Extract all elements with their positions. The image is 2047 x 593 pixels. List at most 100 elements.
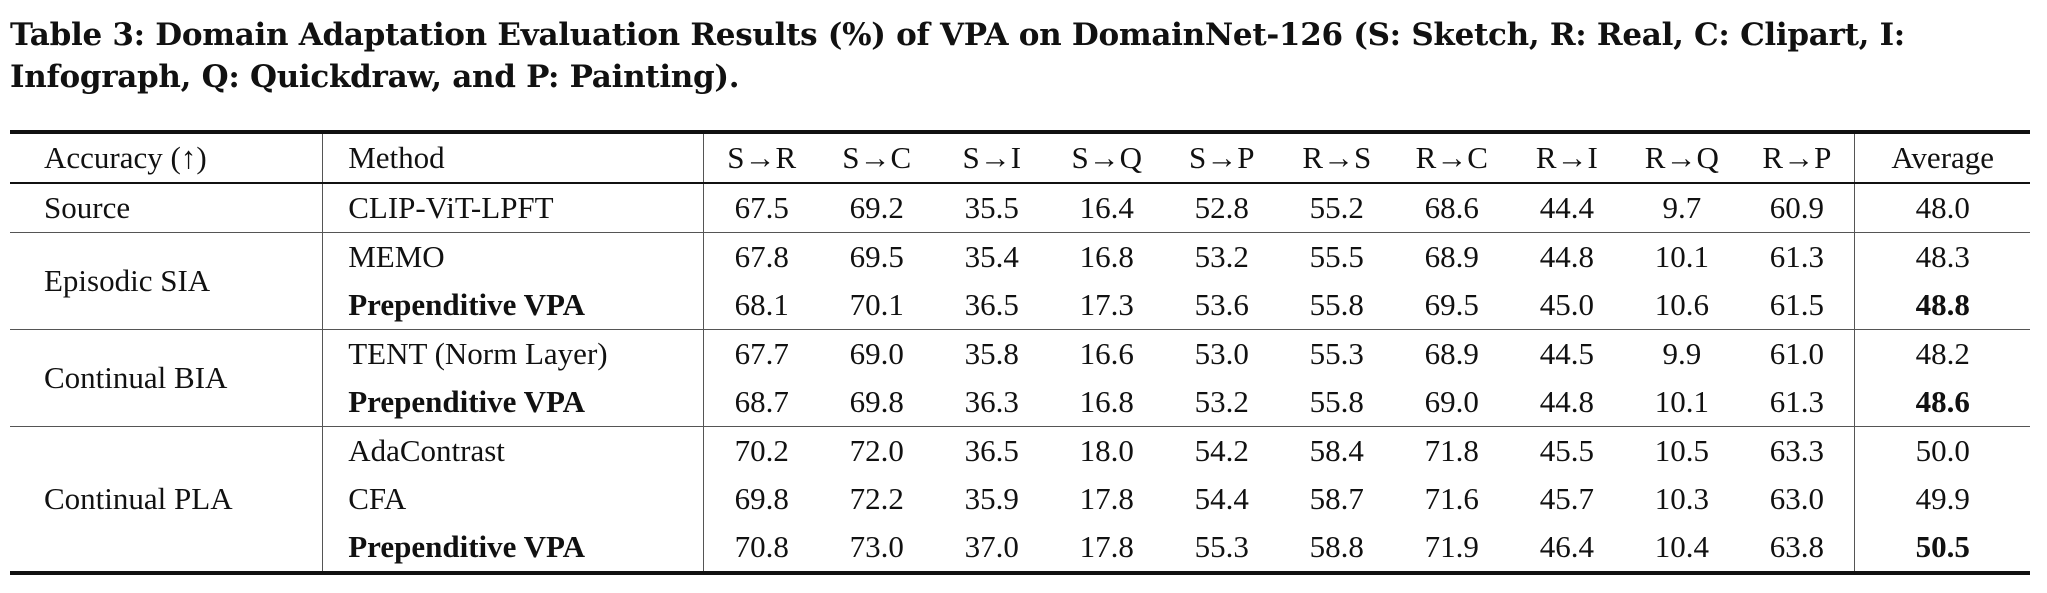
table-row: Prependitive VPA 68.7 69.8 36.3 16.8 53.… — [10, 378, 2030, 427]
cell-value: 53.0 — [1194, 336, 1249, 371]
group-source: Source CLIP-ViT-LPFT 67.5 69.2 35.5 16.4… — [10, 183, 2030, 233]
cell-value: 16.8 — [1079, 239, 1134, 274]
cell-value: 69.5 — [849, 239, 904, 274]
cell-value: 35.8 — [964, 336, 1019, 371]
cell-value: 69.2 — [849, 190, 904, 225]
cell-value: 17.3 — [1079, 287, 1134, 322]
cell-value: 63.3 — [1769, 433, 1824, 468]
cell-value: 44.4 — [1539, 190, 1594, 225]
cell-value: 69.0 — [1424, 384, 1479, 419]
cell-value: 17.8 — [1079, 481, 1134, 516]
cell-value: 10.1 — [1654, 239, 1709, 274]
cell-value: 58.8 — [1309, 529, 1364, 564]
cell-value: 9.9 — [1662, 336, 1702, 371]
cell-value: 61.3 — [1769, 384, 1824, 419]
cell-average: 48.3 — [1854, 232, 2030, 281]
cell-value: 53.2 — [1194, 384, 1249, 419]
header-s-i: S→I — [962, 140, 1022, 175]
cell-value: 58.4 — [1309, 433, 1364, 468]
cell-value: 73.0 — [849, 529, 904, 564]
cell-value: 53.2 — [1194, 239, 1249, 274]
header-method: Method — [322, 132, 705, 183]
cell-value: 10.3 — [1654, 481, 1709, 516]
cell-value: 16.4 — [1079, 190, 1134, 225]
cell-value: 58.7 — [1309, 481, 1364, 516]
cell-value: 71.6 — [1424, 481, 1479, 516]
method-name: Prependitive VPA — [322, 523, 705, 573]
cell-average: 49.9 — [1854, 475, 2030, 523]
cell-value: 52.8 — [1194, 190, 1249, 225]
cell-value: 55.5 — [1309, 239, 1364, 274]
cell-value: 61.5 — [1769, 287, 1824, 322]
cell-average: 50.0 — [1854, 426, 2030, 475]
table-row: Source CLIP-ViT-LPFT 67.5 69.2 35.5 16.4… — [10, 183, 2030, 233]
cell-value: 36.5 — [964, 287, 1019, 322]
header-s-c: S→C — [842, 140, 912, 175]
cell-value: 67.8 — [734, 239, 789, 274]
cell-value: 54.2 — [1194, 433, 1249, 468]
cell-value: 18.0 — [1079, 433, 1134, 468]
cell-value: 10.1 — [1654, 384, 1709, 419]
cell-value: 46.4 — [1539, 529, 1594, 564]
cell-value: 10.5 — [1654, 433, 1709, 468]
cell-value: 45.5 — [1539, 433, 1594, 468]
cell-value: 53.6 — [1194, 287, 1249, 322]
cell-value: 68.6 — [1424, 190, 1479, 225]
table-row: Continual BIA TENT (Norm Layer) 67.7 69.… — [10, 329, 2030, 427]
header-s-q: S→Q — [1071, 140, 1143, 175]
group-label: Episodic SIA — [10, 232, 324, 330]
cell-value: 44.8 — [1539, 239, 1594, 274]
cell-value: 67.7 — [734, 336, 789, 371]
group-label: Source — [10, 183, 324, 233]
cell-value: 55.8 — [1309, 287, 1364, 322]
cell-value: 17.8 — [1079, 529, 1134, 564]
cell-value: 68.9 — [1424, 239, 1479, 274]
cell-value: 70.1 — [849, 287, 904, 322]
cell-value: 36.5 — [964, 433, 1019, 468]
cell-value: 67.5 — [734, 190, 789, 225]
cell-value: 35.9 — [964, 481, 1019, 516]
table-row: Prependitive VPA 70.8 73.0 37.0 17.8 55.… — [10, 523, 2030, 573]
cell-value: 71.8 — [1424, 433, 1479, 468]
cell-value: 10.6 — [1654, 287, 1709, 322]
cell-average: 50.5 — [1854, 523, 2030, 573]
table-row: CFA 69.8 72.2 35.9 17.8 54.4 58.7 71.6 4… — [10, 475, 2030, 523]
cell-value: 68.1 — [734, 287, 789, 322]
cell-value: 37.0 — [964, 529, 1019, 564]
header-r-c: R→C — [1415, 140, 1488, 175]
header-s-p: S→P — [1189, 140, 1255, 175]
cell-value: 69.0 — [849, 336, 904, 371]
cell-average: 48.6 — [1854, 378, 2030, 427]
cell-value: 55.8 — [1309, 384, 1364, 419]
cell-value: 63.8 — [1769, 529, 1824, 564]
method-name: Prependitive VPA — [322, 378, 705, 427]
header-r-q: R→Q — [1644, 140, 1719, 175]
method-name: Prependitive VPA — [322, 281, 705, 330]
header-accuracy: Accuracy (↑) — [10, 132, 324, 183]
cell-value: 55.2 — [1309, 190, 1364, 225]
cell-value: 35.4 — [964, 239, 1019, 274]
cell-value: 72.0 — [849, 433, 904, 468]
header-r-p: R→P — [1762, 140, 1832, 175]
table-row: Episodic SIA MEMO 67.8 69.5 35.4 16.8 53… — [10, 232, 2030, 330]
cell-average: 48.2 — [1854, 329, 2030, 378]
method-name: AdaContrast — [322, 426, 705, 475]
table-row: Continual PLA AdaContrast 70.2 72.0 36.5… — [10, 426, 2030, 573]
cell-value: 69.5 — [1424, 287, 1479, 322]
cell-value: 16.6 — [1079, 336, 1134, 371]
cell-value: 16.8 — [1079, 384, 1134, 419]
group-episodic-sia: Episodic SIA MEMO 67.8 69.5 35.4 16.8 53… — [10, 232, 2030, 330]
header-average: Average — [1854, 132, 2030, 183]
cell-value: 45.7 — [1539, 481, 1594, 516]
cell-value: 71.9 — [1424, 529, 1479, 564]
header-r-s: R→S — [1302, 140, 1372, 175]
table-row: Prependitive VPA 68.1 70.1 36.5 17.3 53.… — [10, 281, 2030, 330]
cell-value: 9.7 — [1662, 190, 1702, 225]
header-row: Accuracy (↑) Method S→R S→C S→I S→Q S→P … — [10, 132, 2030, 183]
cell-value: 69.8 — [734, 481, 789, 516]
cell-value: 61.0 — [1769, 336, 1824, 371]
cell-value: 70.2 — [734, 433, 789, 468]
cell-value: 68.7 — [734, 384, 789, 419]
group-label: Continual BIA — [10, 329, 324, 427]
cell-value: 36.3 — [964, 384, 1019, 419]
